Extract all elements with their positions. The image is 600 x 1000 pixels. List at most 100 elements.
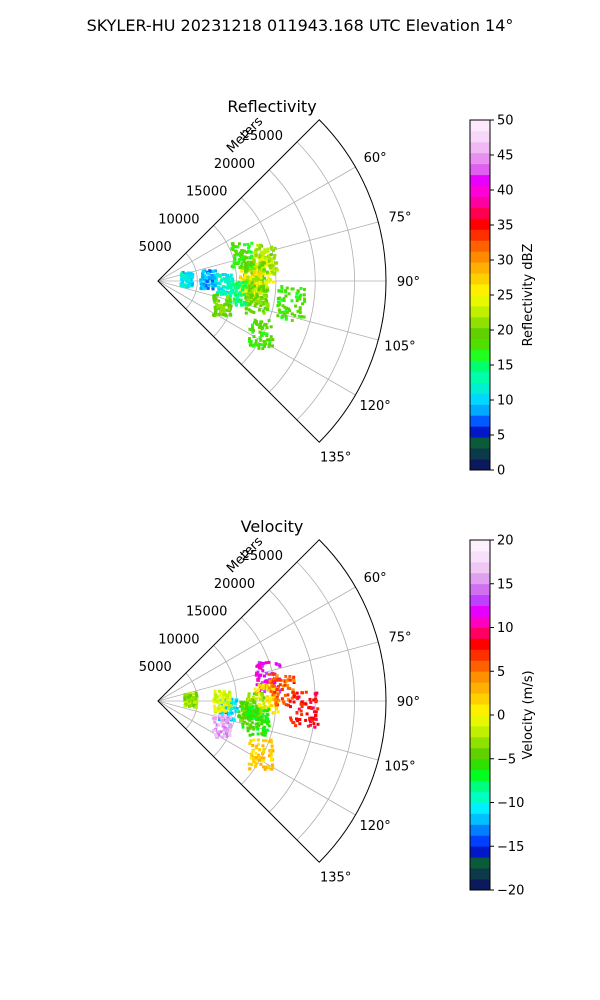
- radar-echo: [250, 291, 254, 295]
- colorbar-segment: [470, 846, 490, 858]
- radar-echo: [257, 755, 261, 759]
- radar-echo: [252, 692, 256, 696]
- radar-echo: [188, 700, 192, 704]
- r-tick-label: 20000: [214, 157, 255, 172]
- radar-echo: [201, 272, 205, 276]
- radar-echo: [253, 713, 257, 717]
- radar-echo: [271, 680, 275, 684]
- radar-echo: [296, 695, 300, 699]
- radar-echo: [283, 305, 287, 309]
- colorbar-tick-label: 0: [497, 464, 505, 479]
- radar-echo: [253, 687, 257, 691]
- radar-echo: [220, 287, 224, 291]
- radar-echo: [228, 304, 232, 307]
- radar-echo: [224, 711, 228, 715]
- theta-tick-label: 135°: [320, 451, 351, 466]
- theta-tick-label: 120°: [359, 399, 390, 414]
- radar-echo: [217, 285, 221, 289]
- radar-echo: [199, 278, 203, 282]
- colorbar-segment: [470, 879, 490, 891]
- colorbar-segment: [470, 218, 490, 230]
- radar-echo: [226, 295, 230, 299]
- radar-echo: [271, 338, 275, 342]
- radar-echo: [232, 718, 236, 722]
- radar-echo: [252, 283, 256, 286]
- radar-echo: [246, 260, 250, 264]
- radar-echo: [235, 252, 238, 256]
- radar-echo: [275, 268, 279, 272]
- radar-echo: [259, 756, 263, 760]
- radar-echo: [257, 676, 261, 680]
- radar-echo: [223, 731, 227, 735]
- radar-echo: [225, 298, 228, 302]
- radar-echo: [243, 249, 247, 253]
- radar-echo: [299, 293, 303, 297]
- colorbar-segment: [470, 791, 490, 803]
- radar-echo: [304, 718, 308, 722]
- radar-echo: [263, 732, 266, 736]
- radar-echo: [259, 707, 263, 711]
- theta-tick-label: 135°: [320, 871, 351, 886]
- radar-echo: [230, 289, 234, 293]
- radar-echo: [260, 296, 263, 300]
- colorbar-segment: [470, 382, 490, 394]
- radar-echo: [218, 709, 222, 713]
- radar-echo: [183, 693, 187, 697]
- radar-echo: [224, 720, 228, 724]
- radar-echo: [255, 664, 259, 668]
- radar-echo: [265, 699, 269, 703]
- colorbar-tick-label: 0: [497, 709, 505, 724]
- radar-echo: [314, 697, 318, 701]
- radar-echo: [237, 291, 241, 295]
- radar-echo: [247, 244, 251, 248]
- radar-echo: [249, 293, 253, 297]
- colorbar-segment: [470, 251, 490, 263]
- radar-echo: [216, 293, 219, 297]
- radar-echo: [254, 270, 258, 274]
- radar-echo: [240, 709, 244, 713]
- radar-echo: [251, 706, 255, 710]
- colorbar-segment: [470, 550, 490, 563]
- radar-echo: [219, 310, 223, 314]
- radar-echo: [194, 702, 198, 706]
- radar-echo: [260, 681, 264, 685]
- radar-echo: [269, 686, 273, 690]
- radar-echo: [259, 250, 263, 254]
- radar-echo: [215, 695, 219, 699]
- radar-echo: [227, 307, 231, 311]
- radar-echo: [256, 707, 260, 711]
- radar-echo: [228, 291, 232, 295]
- radar-echo: [261, 714, 265, 718]
- radar-echo: [229, 275, 233, 279]
- radar-echo: [213, 284, 217, 287]
- radar-echo: [187, 284, 191, 288]
- colorbar-segment: [470, 605, 490, 617]
- radar-echo: [260, 343, 264, 347]
- radar-echo: [228, 734, 232, 738]
- radar-echo: [262, 696, 266, 700]
- radar-echo: [264, 259, 268, 263]
- radar-echo: [207, 275, 211, 279]
- radar-echo: [300, 315, 304, 319]
- radar-echo: [240, 269, 244, 273]
- radar-echo: [254, 704, 258, 708]
- radar-echo: [248, 718, 252, 722]
- radar-echo: [298, 722, 302, 726]
- radar-echo: [260, 664, 264, 668]
- radar-echo: [255, 301, 259, 305]
- polar-boundary: [157, 119, 387, 443]
- radar-echo: [246, 726, 250, 730]
- radar-echo: [252, 278, 256, 282]
- radar-echo: [254, 296, 258, 300]
- radar-echo: [235, 296, 239, 300]
- radar-echo: [272, 690, 276, 694]
- r-tick-label: 5000: [139, 240, 172, 255]
- colorbar: −20 −15 −10 −5 0 5 10 15 20 Velocity (m/s): [469, 534, 536, 899]
- radar-echo: [238, 251, 242, 255]
- radar-echo: [241, 303, 245, 307]
- radar-echo: [257, 753, 261, 757]
- radar-echo: [267, 720, 271, 724]
- radar-echo: [228, 715, 232, 719]
- radar-echo: [259, 276, 263, 280]
- radar-echo: [280, 285, 284, 289]
